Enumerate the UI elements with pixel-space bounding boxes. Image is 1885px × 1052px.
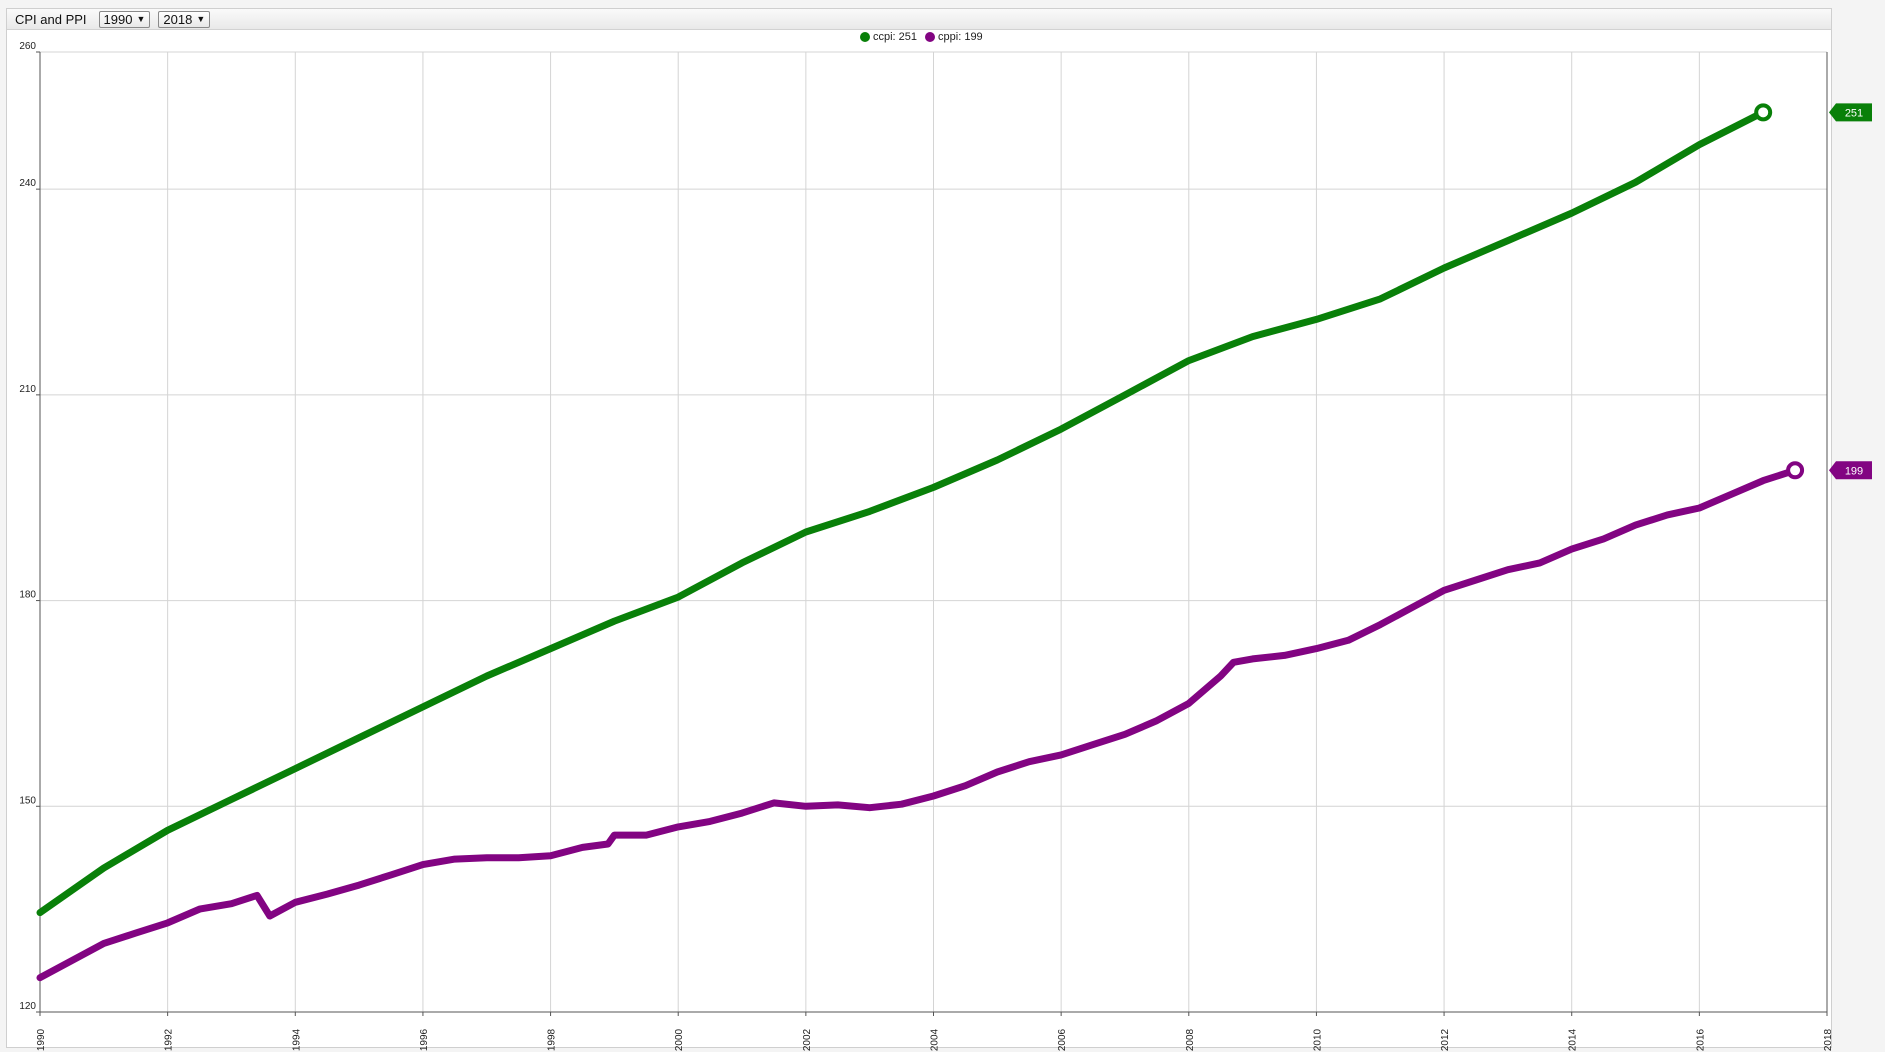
x-tick-label: 2006 [1057,1028,1068,1051]
legend-dot-icon [860,32,870,42]
y-tick-label: 180 [19,590,36,601]
y-tick-label: 120 [19,1001,36,1012]
legend-label: cppi: 199 [938,31,983,43]
legend: ccpi: 251 cppi: 199 [860,31,983,43]
x-tick-label: 1990 [36,1028,47,1051]
start-year-value: 1990 [103,11,133,27]
x-tick-label: 1996 [419,1028,430,1051]
legend-dot-icon [925,32,936,42]
toolbar: CPI and PPI 1990 ▼ 2018 ▼ [7,9,1831,30]
value-badge-label: 251 [1845,107,1863,119]
x-tick-label: 2002 [802,1028,813,1051]
value-badge-ccpi: 251 [1829,103,1872,122]
legend-item-ccpi[interactable]: ccpi: 251 [860,31,917,43]
chart-title: CPI and PPI [15,11,87,27]
value-badge-shape [1829,103,1872,122]
y-tick-label: 240 [19,178,36,189]
dropdown-arrow-icon: ▼ [136,13,146,24]
x-tick-label: 2008 [1185,1028,1196,1051]
legend-item-cppi[interactable]: cppi: 199 [925,31,983,43]
x-tick-label: 2004 [930,1028,941,1051]
y-tick-label: 260 [19,41,36,52]
end-year-value: 2018 [163,11,193,27]
value-badge-shape [1829,461,1872,480]
x-tick-label: 2010 [1312,1028,1323,1051]
series-line-ccpi [36,108,1767,917]
x-tick-label: 2000 [674,1028,685,1051]
x-tick-label: 1992 [164,1028,175,1051]
series-end-marker-ccpi [1754,103,1773,122]
value-badge-cppi: 199 [1829,461,1872,480]
y-tick-label: 150 [19,795,36,806]
x-tick-label: 2012 [1440,1028,1451,1051]
x-tick-label: 1994 [291,1028,302,1051]
start-year-select[interactable]: 1990 ▼ [98,10,151,28]
dropdown-arrow-icon: ▼ [196,13,206,24]
x-tick-label: 2014 [1568,1028,1579,1051]
x-tick-label: 2016 [1695,1028,1706,1051]
legend-label: ccpi: 251 [873,31,918,43]
value-badge-label: 199 [1845,465,1863,477]
x-tick-label: 1998 [547,1028,558,1051]
x-tick-label: 2018 [1823,1028,1834,1051]
series-line-cppi [36,466,1799,982]
y-tick-label: 210 [19,384,36,395]
end-year-select[interactable]: 2018 ▼ [158,10,211,28]
series-end-marker-cppi [1786,461,1805,480]
